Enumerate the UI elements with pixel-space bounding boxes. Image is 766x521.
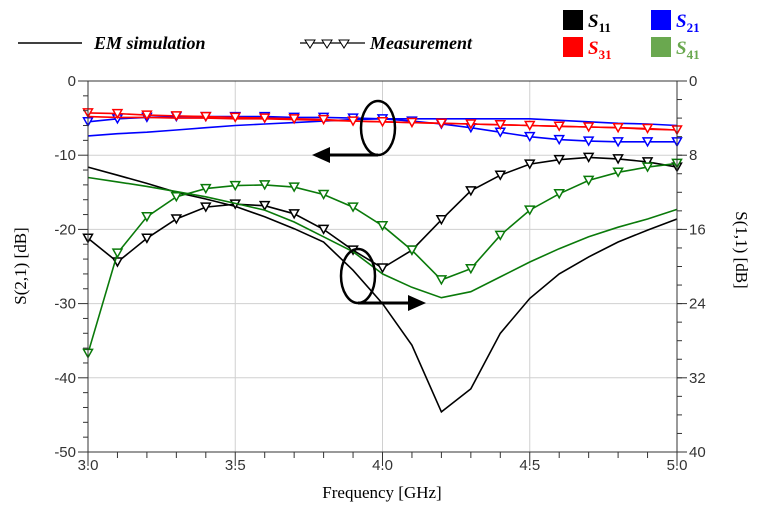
arrow-left-icon (312, 147, 330, 163)
series-group (82, 108, 683, 414)
annotation-ellipse-s21-axis (359, 99, 397, 157)
arrow-right-icon (408, 295, 426, 311)
marker-s41-measurement (376, 220, 389, 232)
marker-s41-measurement (553, 189, 565, 200)
marker-s31-measurement (641, 123, 654, 135)
y-axis-right-label: S(1,1) [dB] (732, 211, 751, 288)
y-right-tick-label: 40 (689, 444, 706, 461)
marker-s41-measurement (494, 230, 507, 241)
y-right-tick-label: 32 (689, 370, 706, 387)
x-axis-label: Frequency [GHz] (322, 483, 441, 502)
marker-s11-measurement (376, 263, 389, 274)
marker-s41-measurement (141, 212, 153, 223)
marker-s11-measurement (200, 202, 212, 213)
marker-s41-measurement (347, 202, 359, 213)
marker-s41-measurement (288, 182, 300, 193)
marker-s41-measurement (523, 205, 536, 216)
legend-swatch-s31 (563, 37, 583, 57)
legend-label-s11: S11 (588, 11, 611, 35)
marker-s31-measurement (465, 119, 477, 130)
marker-s41-measurement (612, 167, 624, 178)
legend-measurement-label: Measurement (369, 33, 473, 53)
marker-s11-measurement (612, 154, 624, 165)
marker-s21-measurement (553, 134, 565, 146)
marker-s31-measurement (229, 112, 242, 123)
y-left-tick-label: -30 (54, 296, 76, 313)
marker-s31-measurement (435, 118, 448, 129)
marker-s31-measurement (141, 110, 153, 121)
axes: 3.0 3.5 4.0 4.5 5.00-10-20-30-40-50081624324… (54, 73, 705, 474)
marker-s31-measurement (376, 117, 389, 128)
marker-s31-measurement (170, 111, 183, 122)
annotations (312, 99, 426, 311)
marker-s41-measurement (641, 162, 654, 173)
y-axis-left-label: S(2,1) [dB] (11, 227, 30, 304)
marker-s21-measurement (582, 136, 595, 147)
marker-s21-measurement (612, 137, 624, 148)
marker-s11-measurement (494, 170, 507, 181)
marker-s31-measurement (406, 117, 418, 129)
legend: EM simulation Measurement S11 S21 S31 S41 (18, 10, 700, 62)
marker-s31-measurement (553, 121, 565, 132)
marker-s31-measurement (200, 111, 212, 123)
marker-s31-measurement (612, 122, 624, 134)
marker-s11-measurement (141, 233, 153, 244)
y-left-tick-label: -10 (54, 147, 76, 164)
marker-s11-measurement (170, 214, 183, 225)
y-left-tick-label: -50 (54, 444, 76, 461)
marker-s11-measurement (523, 159, 536, 170)
y-right-tick-label: 8 (689, 147, 697, 164)
marker-s31-measurement (494, 120, 507, 131)
y-right-tick-label: 16 (689, 221, 706, 238)
marker-s11-measurement (288, 209, 300, 220)
y-left-tick-label: -20 (54, 221, 76, 238)
marker-s41-measurement (111, 248, 124, 259)
legend-simulation-label: EM simulation (93, 33, 206, 53)
marker-s41-measurement (229, 180, 242, 192)
marker-s41-measurement (465, 263, 477, 275)
y-right-tick-label: 0 (689, 73, 697, 90)
marker-s31-measurement (523, 120, 536, 132)
y-left-tick-label: 0 (68, 73, 76, 90)
legend-label-s21: S21 (676, 11, 700, 35)
legend-params: S11 S21 S31 S41 (563, 10, 700, 62)
marker-s31-measurement (258, 113, 271, 124)
marker-s31-measurement (582, 122, 595, 133)
marker-s31-measurement (347, 116, 359, 127)
legend-swatch-s41 (651, 37, 671, 57)
marker-s21-measurement (523, 131, 536, 143)
legend-swatch-s11 (563, 10, 583, 30)
legend-label-s31: S31 (588, 38, 612, 62)
marker-s11-measurement (582, 152, 595, 163)
legend-measurement-line (300, 39, 365, 49)
marker-s41-measurement (200, 183, 212, 195)
marker-s31-measurement (317, 114, 330, 126)
marker-s41-measurement (170, 192, 183, 203)
legend-label-s41: S41 (676, 38, 700, 62)
marker-s21-measurement (641, 137, 654, 148)
marker-s41-measurement (258, 180, 271, 191)
marker-s41-measurement (435, 275, 448, 286)
marker-s41-measurement (406, 245, 418, 256)
y-right-tick-label: 24 (689, 296, 706, 313)
marker-s41-measurement (582, 175, 595, 186)
marker-s31-measurement (288, 114, 300, 125)
marker-s11-measurement (435, 215, 448, 226)
y-left-tick-label: -40 (54, 370, 76, 387)
marker-s11-measurement (465, 186, 477, 197)
marker-s11-measurement (317, 224, 330, 235)
marker-s31-measurement (111, 108, 124, 120)
marker-s41-measurement (317, 189, 330, 201)
legend-swatch-s21 (651, 10, 671, 30)
marker-s11-measurement (553, 154, 565, 166)
marker-s11-measurement (641, 157, 654, 168)
marker-s11-measurement (258, 200, 271, 212)
